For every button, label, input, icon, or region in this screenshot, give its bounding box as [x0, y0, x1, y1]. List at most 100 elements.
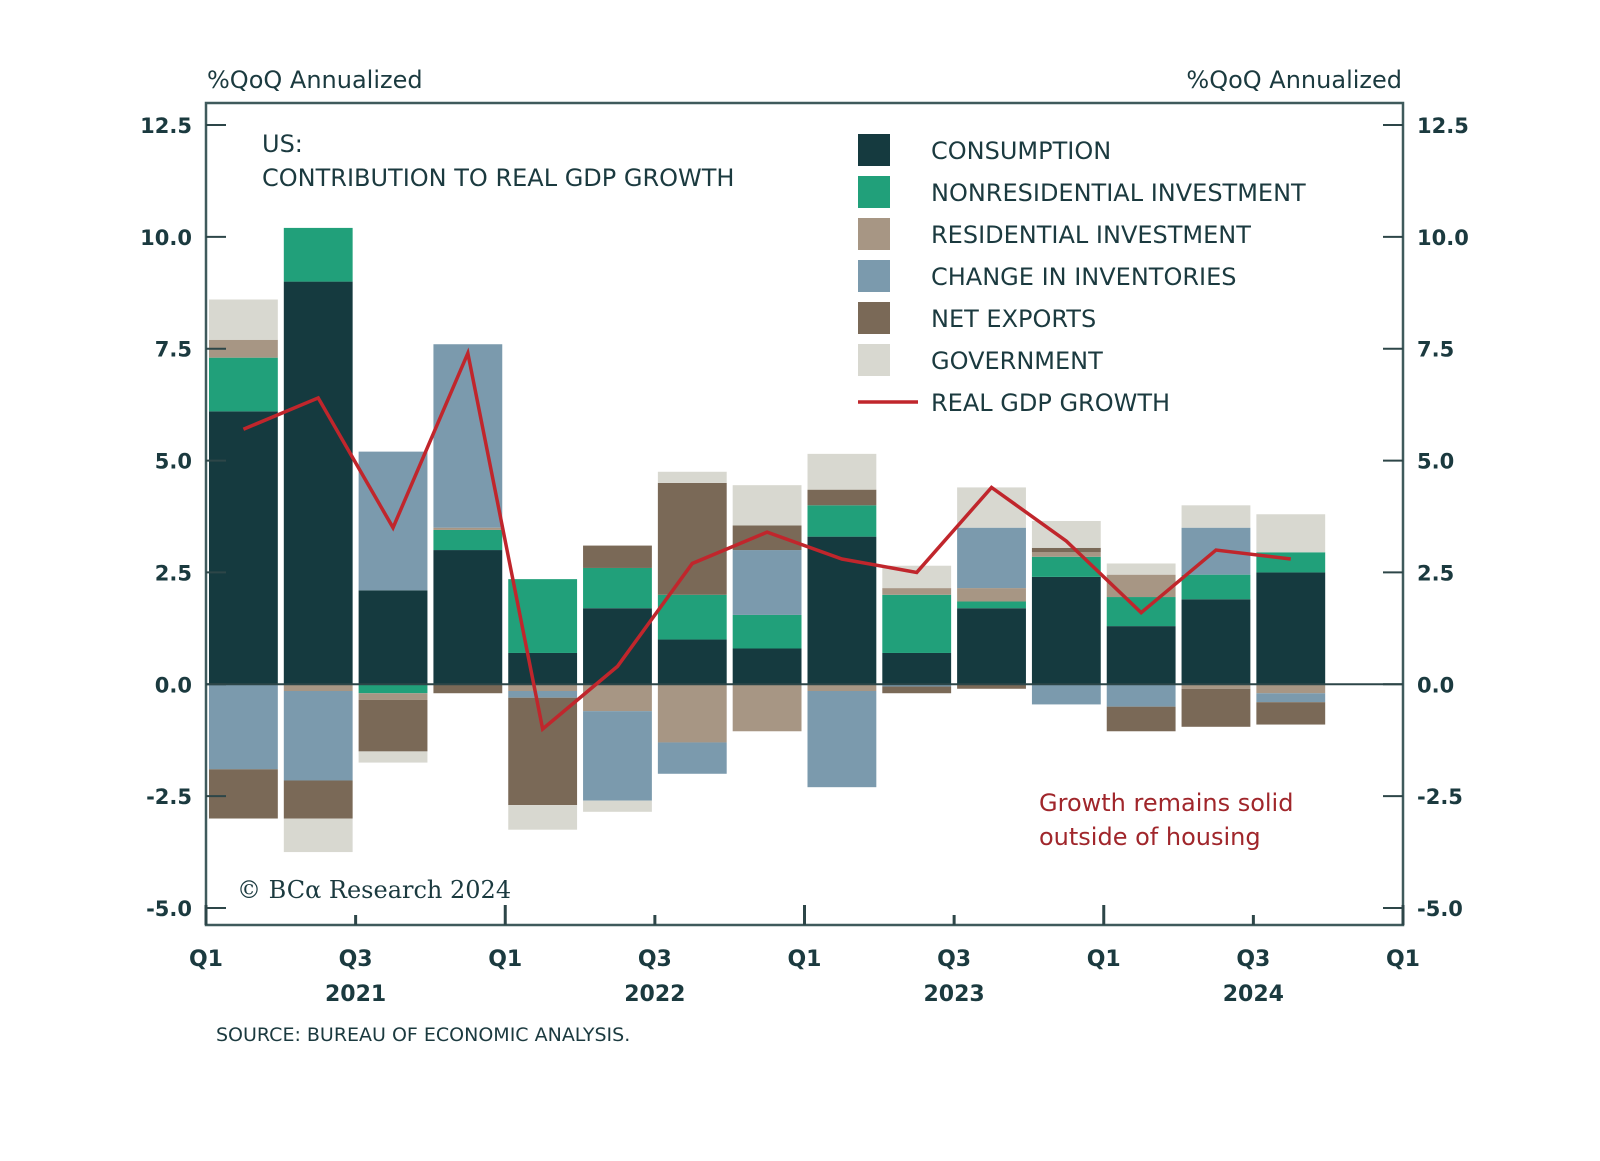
- bar-segment-residential-investment-2023q4: [1031, 552, 1101, 557]
- bar-segment-residential-investment-2023q2: [882, 588, 952, 595]
- annotation-line-1: Growth remains solid: [1039, 789, 1293, 817]
- bar-segment-government-2023q2: [882, 565, 952, 589]
- x-tick-label: Q1: [1087, 947, 1121, 972]
- y-tick-label-right: -2.5: [1417, 785, 1463, 809]
- bar-segment-consumption-2023q3: [957, 608, 1026, 685]
- x-tick-label: Q3: [937, 947, 971, 972]
- bar-segment-net-exports-2023q2: [882, 686, 952, 694]
- annotation-line-2: outside of housing: [1039, 823, 1261, 851]
- y-tick-label-right: -5.0: [1417, 897, 1463, 921]
- bar-segment-nonresidential-investment-2021q3: [358, 684, 428, 694]
- chart-title: US:: [262, 130, 303, 158]
- y-tick-label-left: 2.5: [155, 561, 192, 585]
- y-ticks-left: 12.5 10.0 7.5 5.0 2.5 0.0 -2.5 -5.0: [140, 114, 226, 921]
- bar-segment-change-in-inventories-2021q4: [433, 344, 503, 528]
- bar-segment-change-in-inventories-2022q4: [732, 550, 802, 615]
- bar-segment-nonresidential-investment-2023q1: [807, 505, 877, 537]
- y-tick-label-left: 10.0: [140, 226, 192, 250]
- bar-segment-nonresidential-investment-2022q4: [732, 614, 802, 649]
- gdp-line-group: [242, 347, 1291, 733]
- legend-label: GOVERNMENT: [931, 347, 1103, 375]
- bar-segment-consumption-2022q1: [508, 652, 578, 685]
- bar-segment-consumption-2024q2: [1181, 599, 1251, 685]
- legend-label: REAL GDP GROWTH: [931, 389, 1170, 417]
- x-year-label: 2024: [1223, 982, 1284, 1007]
- bar-segment-change-in-inventories-2021q2: [283, 690, 353, 781]
- legend-label: NET EXPORTS: [931, 305, 1096, 333]
- bar-segment-government-2023q1: [807, 453, 877, 490]
- bar-segment-nonresidential-investment-2021q4: [433, 529, 503, 551]
- x-tick-label: Q3: [1236, 947, 1270, 972]
- bar-segment-residential-investment-2024q3: [1256, 684, 1326, 694]
- x-year-label: 2022: [624, 982, 685, 1007]
- bar-segment-residential-investment-2021q4: [433, 527, 503, 530]
- bar-segment-net-exports-2021q1: [208, 769, 278, 819]
- bar-segment-government-2024q2: [1181, 505, 1251, 528]
- bar-segment-nonresidential-investment-2023q3: [957, 601, 1026, 609]
- bar-segment-net-exports-2023q1: [807, 489, 877, 506]
- bar-segment-government-2022q4: [732, 485, 802, 526]
- bar-segment-change-in-inventories-2022q3: [657, 742, 727, 774]
- x-tick-label: Q1: [787, 947, 821, 972]
- bar-segment-nonresidential-investment-2022q2: [583, 567, 652, 609]
- bar-segment-residential-investment-2021q3: [358, 693, 428, 700]
- bar-segment-residential-investment-2024q2: [1181, 684, 1251, 689]
- y-tick-label-left: 12.5: [140, 114, 192, 138]
- bar-segment-nonresidential-investment-2021q1: [208, 357, 278, 412]
- legend-label: NONRESIDENTIAL INVESTMENT: [931, 179, 1306, 207]
- bar-segment-government-2024q3: [1256, 514, 1326, 553]
- y-tick-label-right: 2.5: [1417, 561, 1454, 585]
- bar-segment-change-in-inventories-2023q4: [1031, 684, 1101, 705]
- bar-segment-change-in-inventories-2022q1: [508, 690, 578, 698]
- bars-group: [208, 227, 1326, 853]
- bar-segment-nonresidential-investment-2021q2: [283, 227, 353, 282]
- legend-swatch-change-in-inventories: [858, 260, 890, 292]
- x-year-label: 2021: [325, 982, 386, 1007]
- x-tick-label: Q3: [638, 947, 672, 972]
- bar-segment-net-exports-2024q3: [1256, 702, 1326, 725]
- bar-segment-net-exports-2021q4: [433, 684, 503, 694]
- bar-segment-net-exports-2022q1: [508, 697, 578, 806]
- legend-label: RESIDENTIAL INVESTMENT: [931, 221, 1251, 249]
- bar-segment-residential-investment-2024q1: [1106, 574, 1176, 598]
- legend-label: CHANGE IN INVENTORIES: [931, 263, 1237, 291]
- bar-segment-residential-investment-2022q2: [583, 684, 652, 712]
- legend: CONSUMPTION NONRESIDENTIAL INVESTMENT RESI…: [858, 134, 1306, 417]
- bar-segment-nonresidential-investment-2024q2: [1181, 574, 1251, 600]
- bar-segment-residential-investment-2021q2: [283, 684, 353, 691]
- bar-segment-residential-investment-2021q1: [208, 339, 278, 358]
- bar-segment-consumption-2022q2: [583, 608, 652, 685]
- bar-segment-net-exports-2024q2: [1181, 688, 1251, 727]
- legend-swatch-government: [858, 344, 890, 376]
- bar-segment-consumption-2021q3: [358, 590, 428, 685]
- chart-subtitle: CONTRIBUTION TO REAL GDP GROWTH: [262, 164, 734, 192]
- x-ticks: Q1 Q3 2021 Q1 Q3 2022 Q1 Q3 2023 Q1 Q3 2024 Q1: [189, 905, 1420, 1007]
- bar-segment-government-2022q3: [657, 471, 727, 483]
- y-tick-label-left: -5.0: [146, 897, 192, 921]
- bar-segment-consumption-2021q4: [433, 550, 503, 685]
- y-tick-label-left: 0.0: [155, 673, 192, 697]
- bar-segment-net-exports-2022q2: [583, 545, 652, 568]
- bar-segment-consumption-2024q3: [1256, 572, 1326, 685]
- bar-segment-change-in-inventories-2024q3: [1256, 693, 1326, 703]
- bar-segment-government-2022q2: [583, 800, 652, 812]
- bar-segment-change-in-inventories-2022q2: [583, 711, 652, 801]
- bar-segment-residential-investment-2022q3: [657, 684, 727, 743]
- y-tick-label-right: 0.0: [1417, 673, 1454, 697]
- bar-segment-consumption-2023q1: [807, 536, 877, 685]
- bar-segment-consumption-2021q2: [283, 281, 353, 685]
- bar-segment-net-exports-2022q3: [657, 482, 727, 595]
- bar-segment-government-2022q1: [508, 805, 578, 830]
- bar-segment-net-exports-2023q4: [1031, 547, 1101, 553]
- bar-segment-residential-investment-2022q1: [508, 684, 578, 691]
- legend-swatch-nonresidential-investment: [858, 176, 890, 208]
- y-tick-label-right: 7.5: [1417, 338, 1454, 362]
- bar-segment-government-2021q2: [283, 818, 353, 853]
- bar-segment-consumption-2021q1: [208, 411, 278, 685]
- x-tick-label: Q3: [339, 947, 373, 972]
- x-tick-label: Q1: [189, 947, 223, 972]
- bar-segment-net-exports-2023q3: [957, 684, 1026, 689]
- bar-segment-net-exports-2021q2: [283, 780, 353, 819]
- bar-segment-net-exports-2021q3: [358, 699, 428, 752]
